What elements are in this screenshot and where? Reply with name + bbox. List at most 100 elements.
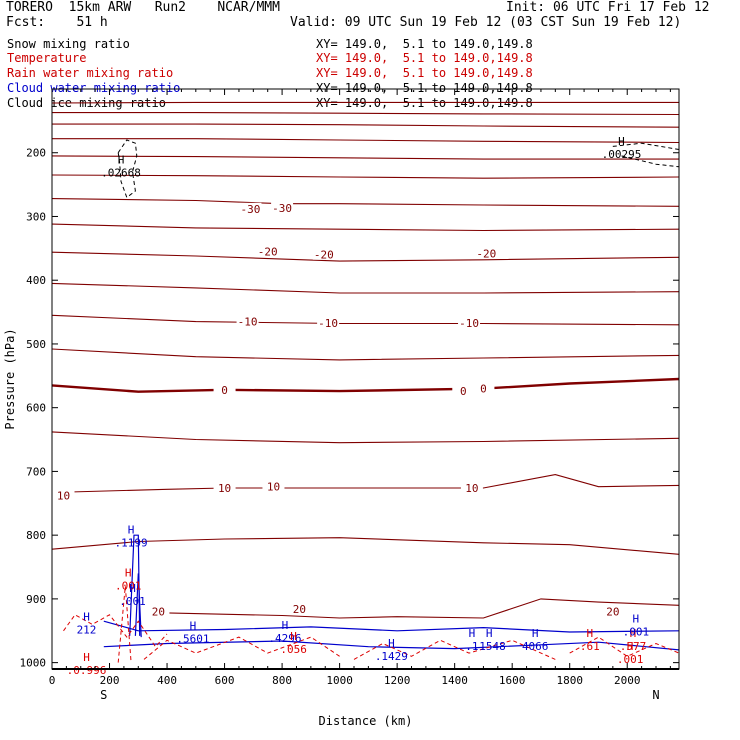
snow-contour <box>117 139 138 199</box>
x-tick-label: 400 <box>157 674 177 687</box>
y-axis-label: Pressure (hPa) <box>3 328 17 429</box>
isotherm-label-bg <box>472 382 495 394</box>
high-value-label: 4066 <box>522 640 549 653</box>
high-value-label: .1 <box>465 640 478 653</box>
isotherm-label-bg <box>236 315 259 327</box>
y-tick-label: 400 <box>26 274 46 287</box>
high-value-label: .001 <box>115 580 142 593</box>
isotherm-label: -20 <box>258 246 278 259</box>
high-value-label: .0.996 <box>67 664 107 677</box>
high-value-label: 212 <box>77 624 97 637</box>
high-marker: H <box>618 135 625 148</box>
isotherm-label-bg <box>147 605 170 617</box>
high-value-label: .61 <box>580 640 600 653</box>
x-tick-label: 1000 <box>326 674 353 687</box>
isotherm-label: 20 <box>152 606 165 619</box>
isotherm-line <box>51 155 679 160</box>
high-value-label: .1199 <box>115 536 148 549</box>
forecast-hour: Fcst: 51 h <box>6 15 108 30</box>
isotherm-line <box>51 377 680 393</box>
high-marker: H <box>633 613 640 626</box>
isotherm-label: -30 <box>272 202 292 215</box>
isotherm-line <box>166 598 680 619</box>
x-axis-label: Distance (km) <box>319 714 413 728</box>
model-title: TORERO 15km ARW Run2 NCAR/MMM <box>6 0 280 15</box>
legend-cloud-ice-xy: XY= 149.0, 5.1 to 149.0,149.8 <box>316 96 533 110</box>
isotherm-label: -20 <box>314 249 334 262</box>
isotherm-label: 10 <box>218 482 231 495</box>
high-marker: H <box>190 620 197 633</box>
high-marker: H <box>83 611 90 624</box>
y-tick-label: 700 <box>26 465 46 478</box>
y-tick-label: 600 <box>26 402 46 415</box>
isotherm-label-bg <box>256 245 279 257</box>
high-value-label: .00295 <box>602 148 642 161</box>
isotherm-line <box>51 101 679 104</box>
isotherm-label: 10 <box>465 482 478 495</box>
cloud-water-contour <box>134 573 142 638</box>
high-value-label: .001 <box>119 595 146 608</box>
high-marker: H <box>469 627 476 640</box>
cloud-water-contour <box>103 620 680 633</box>
isotherm-label-bg <box>239 202 262 214</box>
isotherm-line <box>51 431 680 444</box>
high-marker: H <box>587 627 594 640</box>
isotherm-line <box>51 251 680 262</box>
isotherm-label: 20 <box>293 603 306 616</box>
left-endpoint-label: S <box>100 688 107 702</box>
high-value-label: .001 <box>623 626 650 639</box>
high-value-label: .1548 <box>473 640 506 653</box>
legend-rain-xy: XY= 149.0, 5.1 to 149.0,149.8 <box>316 66 533 80</box>
y-tick-label: 900 <box>26 593 46 606</box>
y-tick-label: 500 <box>26 338 46 351</box>
isotherm-label: -10 <box>318 317 338 330</box>
snow-contour <box>621 155 680 168</box>
y-tick-label: 300 <box>26 210 46 223</box>
isotherm-label: 0 <box>221 384 228 397</box>
legend-snow-label: Snow mixing ratio <box>7 37 130 51</box>
legend-snow-xy: XY= 149.0, 5.1 to 149.0,149.8 <box>316 37 533 51</box>
high-value-label: .577 <box>620 640 647 653</box>
x-tick-label: 2000 <box>614 674 641 687</box>
isotherm-label-bg <box>475 247 498 259</box>
isotherm-label: 10 <box>57 490 70 503</box>
rain-contour <box>63 614 168 648</box>
rain-contour <box>117 586 132 663</box>
isotherm-line <box>51 198 680 207</box>
isotherm-label: 0 <box>480 383 487 396</box>
isotherm-label-bg <box>458 316 481 328</box>
legend-temperature-label: Temperature <box>7 51 87 65</box>
isotherm-label-bg <box>262 480 285 492</box>
rain-contour <box>143 636 340 660</box>
high-marker: H <box>290 630 297 643</box>
isotherm-label-bg <box>460 481 483 493</box>
isotherm-line <box>51 348 680 361</box>
isotherm-label: -30 <box>241 203 261 216</box>
high-marker: H <box>627 640 634 653</box>
legend-cloud-water-xy: XY= 149.0, 5.1 to 149.0,149.8 <box>316 81 533 95</box>
isotherm-line <box>51 223 680 232</box>
y-tick-label: 800 <box>26 529 46 542</box>
init-time: Init: 06 UTC Fri 17 Feb 12 <box>506 0 710 15</box>
isotherm-label: 20 <box>606 606 619 619</box>
high-marker: H <box>83 651 90 664</box>
high-value-label: .056 <box>280 643 307 656</box>
isotherm-label-bg <box>271 202 294 214</box>
legend-temperature-xy: XY= 149.0, 5.1 to 149.0,149.8 <box>316 51 533 65</box>
isotherm-label-bg <box>452 385 475 397</box>
y-tick-label: 1000 <box>20 657 47 670</box>
high-marker: H <box>388 637 395 650</box>
high-value-label: .4296 <box>268 632 301 645</box>
y-tick-label: 200 <box>26 147 46 160</box>
high-marker: H <box>118 154 125 167</box>
isotherm-label-bg <box>288 603 311 615</box>
isotherm-line <box>52 138 680 144</box>
snow-contour <box>612 142 680 150</box>
isotherm-label: -10 <box>459 317 479 330</box>
isotherm-label: 10 <box>267 481 280 494</box>
x-tick-label: 600 <box>215 674 235 687</box>
isotherm-label: 0 <box>460 385 467 398</box>
